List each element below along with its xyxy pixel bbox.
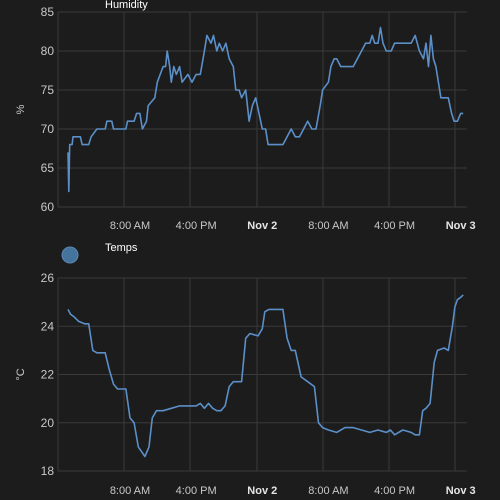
y-axis-unit: % xyxy=(15,104,27,114)
series-label: Humidity xyxy=(105,0,148,11)
y-tick-label: 26 xyxy=(41,271,55,285)
x-tick-label: Nov 2 xyxy=(247,485,277,497)
temps-chart: 18 20 22 24 26 8:00 AM 4:00 PM Nov 2 8:00 AM 4:00… xyxy=(0,240,500,500)
x-tick-label: 4:00 PM xyxy=(374,485,415,497)
y-tick-label: 60 xyxy=(41,200,55,214)
x-tick-label: Nov 3 xyxy=(446,220,476,232)
y-tick-label: 80 xyxy=(41,44,55,58)
y-tick-label: 20 xyxy=(41,416,55,430)
legend-dot[interactable] xyxy=(61,246,79,264)
y-tick-label: 18 xyxy=(41,464,55,478)
x-tick-label: Nov 2 xyxy=(247,220,277,232)
humidity-chart: 60 65 70 75 80 85 8:00 AM 4:00 PM Nov 2 8:00 AM 4:… xyxy=(0,0,500,240)
humidity-chart-svg: 60 65 70 75 80 85 8:00 AM 4:00 PM Nov 2 8:00 AM 4:… xyxy=(15,0,476,232)
temps-chart-svg: 18 20 22 24 26 8:00 AM 4:00 PM Nov 2 8:00 AM 4:00… xyxy=(15,242,476,497)
x-tick-label: 4:00 PM xyxy=(374,220,415,232)
x-tick-label: 8:00 AM xyxy=(308,220,348,232)
y-tick-label: 75 xyxy=(41,83,55,97)
y-tick-label: 24 xyxy=(41,319,55,333)
x-tick-label: 4:00 PM xyxy=(176,220,217,232)
y-tick-label: 85 xyxy=(41,5,55,19)
y-tick-label: 65 xyxy=(41,161,55,175)
x-tick-label: 8:00 AM xyxy=(110,220,150,232)
y-tick-label: 22 xyxy=(41,368,55,382)
series-line xyxy=(67,294,464,458)
series-line xyxy=(67,26,464,193)
y-tick-label: 70 xyxy=(41,122,55,136)
x-tick-label: Nov 3 xyxy=(446,485,476,497)
y-axis-unit: °C xyxy=(15,368,27,380)
x-tick-label: 4:00 PM xyxy=(176,485,217,497)
series-label: Temps xyxy=(105,242,138,254)
x-tick-label: 8:00 AM xyxy=(110,485,150,497)
x-tick-label: 8:00 AM xyxy=(308,485,348,497)
